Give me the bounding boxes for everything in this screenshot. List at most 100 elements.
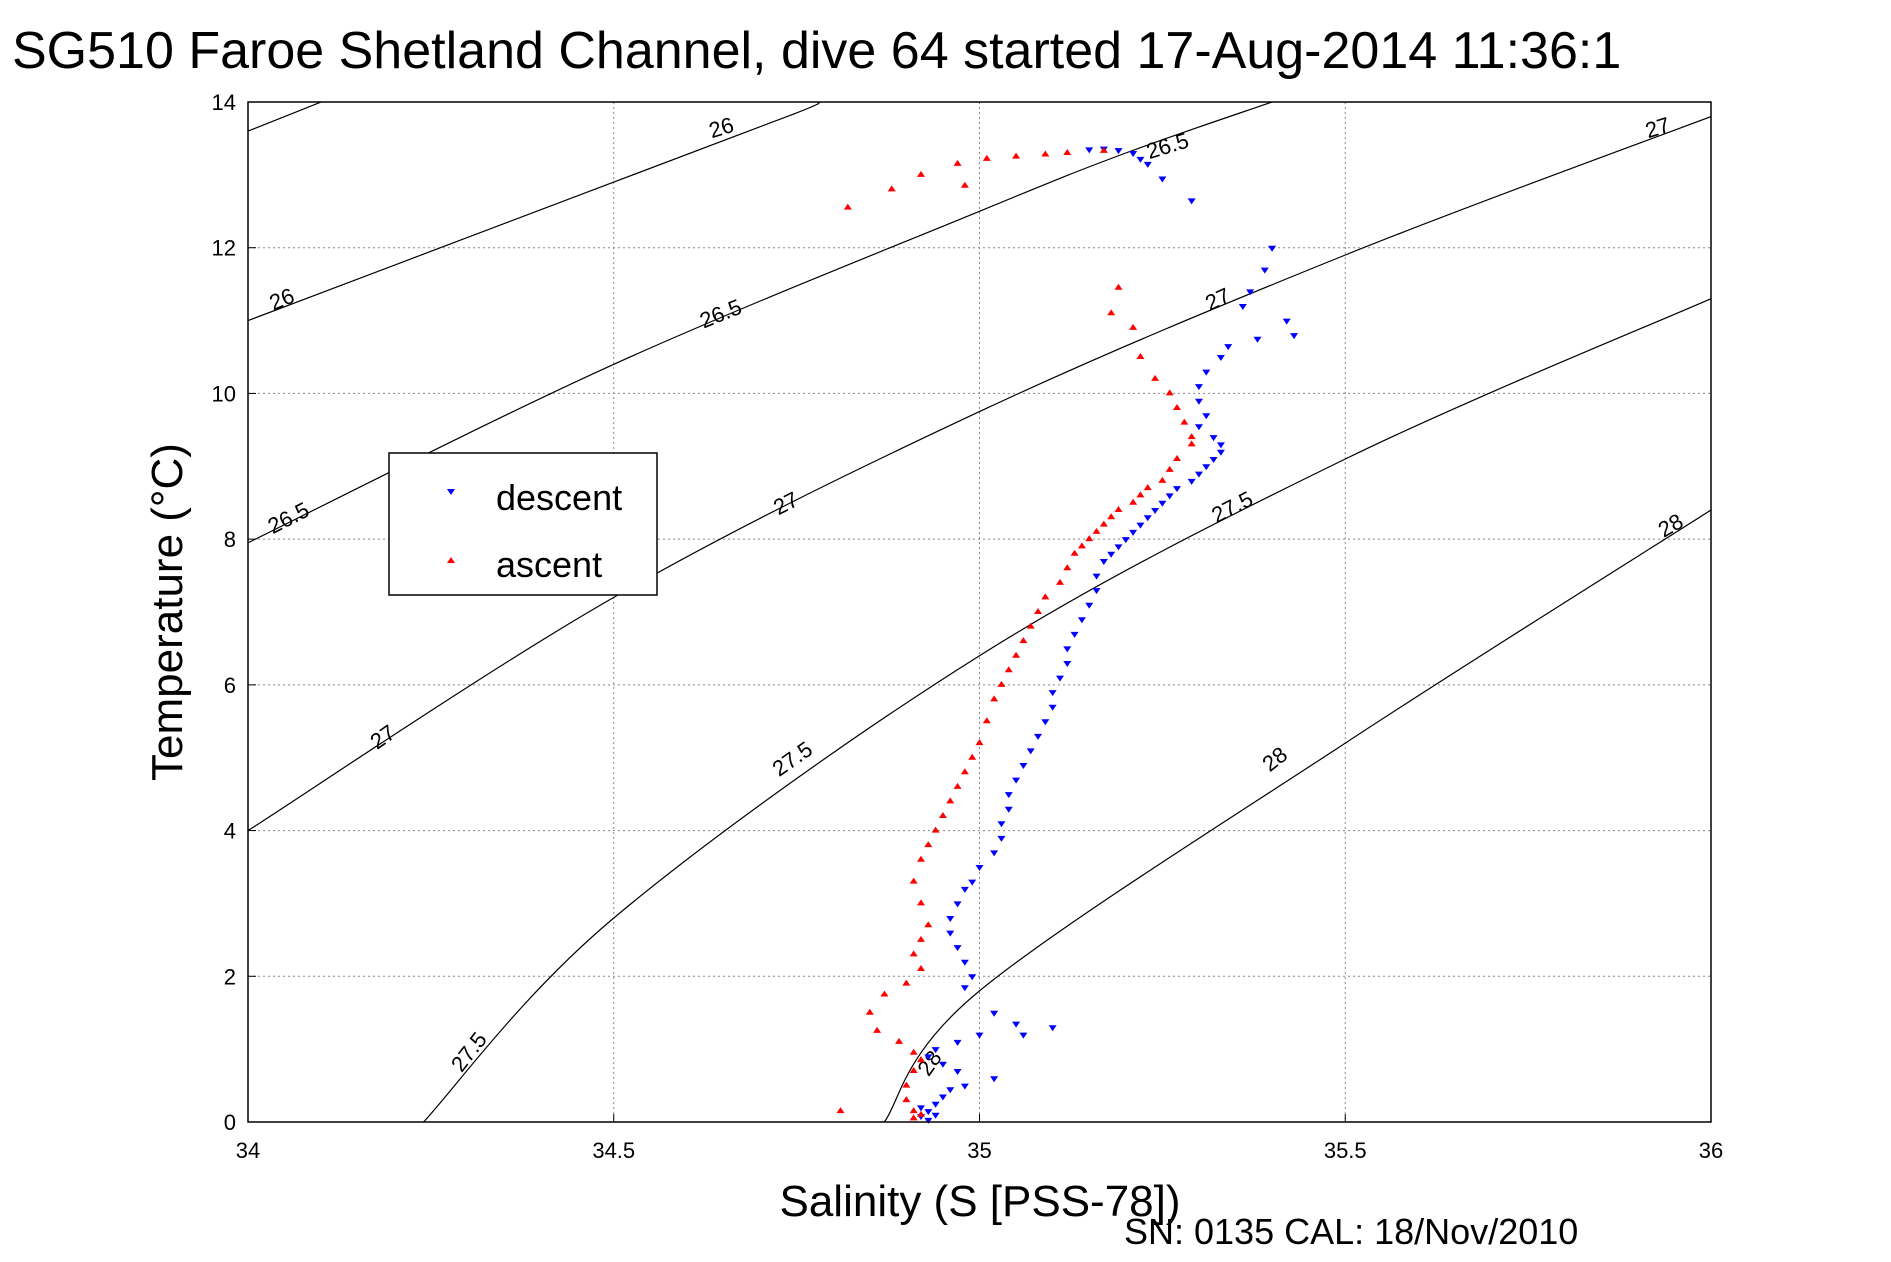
descent-point	[931, 1112, 940, 1119]
descent-point	[938, 1094, 947, 1101]
descent-point	[968, 974, 977, 981]
descent-point	[990, 1076, 999, 1083]
ascent-point	[1012, 651, 1021, 658]
descent-point	[1026, 748, 1035, 755]
descent-point	[938, 1061, 947, 1068]
ascent-point	[975, 739, 984, 746]
ascent-point	[1107, 513, 1116, 520]
ascent-point	[880, 990, 889, 997]
descent-point	[1282, 318, 1291, 325]
ascent-point	[931, 826, 940, 833]
descent-point	[1143, 161, 1152, 168]
isopycnal-27.5	[423, 298, 1711, 1122]
descent-point	[1041, 719, 1050, 726]
descent-point	[1034, 733, 1043, 740]
y-tick-label: 6	[224, 673, 236, 698]
ascent-point	[1165, 389, 1174, 396]
descent-point	[975, 1032, 984, 1039]
descent-point	[1173, 486, 1182, 493]
ascent-point	[836, 1107, 845, 1114]
ascent-point	[1070, 549, 1079, 556]
ascent-point	[1063, 149, 1072, 155]
descent-point	[1063, 646, 1072, 653]
descent-point	[946, 916, 955, 922]
ascent-point	[982, 717, 991, 724]
descent-point	[1107, 551, 1116, 558]
descent-point	[1048, 704, 1057, 711]
ascent-point	[1136, 491, 1145, 498]
descent-point	[1077, 617, 1086, 624]
x-tick-label: 35.5	[1324, 1138, 1367, 1163]
ascent-point	[953, 782, 962, 789]
ascent-point	[1136, 353, 1145, 359]
ascent-point	[982, 154, 991, 161]
descent-point	[1019, 763, 1028, 769]
ascent-point	[1180, 418, 1189, 425]
legend-box	[388, 452, 658, 596]
ascent-point	[1077, 542, 1086, 549]
y-axis-title: Temperature (°C)	[143, 443, 192, 781]
ascent-point	[916, 935, 925, 942]
ascent-point	[1099, 520, 1108, 527]
ascent-point	[1034, 608, 1043, 614]
descent-point	[960, 886, 969, 893]
descent-point	[1004, 806, 1013, 813]
descent-point	[953, 1039, 962, 1046]
y-tick-label: 0	[224, 1110, 236, 1135]
descent-point	[1092, 573, 1101, 580]
descent-point	[1063, 661, 1072, 667]
descent-point	[1216, 355, 1225, 361]
descent-point	[1012, 1021, 1021, 1028]
ascent-point	[924, 841, 933, 848]
descent-point	[1209, 457, 1218, 463]
descent-point	[1194, 398, 1203, 405]
ascent-point	[916, 1056, 925, 1063]
ascent-point	[1004, 666, 1013, 673]
legend-descent-marker	[447, 489, 455, 495]
isopycnal-28	[883, 509, 1711, 1122]
ascent-point	[909, 950, 918, 957]
ascent-point	[887, 185, 896, 192]
ascent-point	[1085, 535, 1094, 542]
chart-title: SG510 Faroe Shetland Channel, dive 64 st…	[12, 22, 1621, 80]
y-tick-labels: 0 2 4 6 8 10 12 14	[212, 90, 236, 1135]
x-tick-label: 36	[1699, 1138, 1723, 1163]
ascent-point	[960, 181, 969, 188]
descent-point	[924, 1117, 933, 1124]
descent-point	[990, 850, 999, 857]
descent-point	[924, 1109, 933, 1116]
ascent-point	[843, 203, 852, 210]
descent-point	[1004, 792, 1013, 799]
ascent-point	[1173, 455, 1182, 461]
descent-point	[1070, 631, 1079, 638]
x-tick-label: 34	[236, 1138, 260, 1163]
ascent-point	[865, 1008, 874, 1015]
ascent-point	[916, 965, 925, 971]
ascent-point	[909, 1048, 918, 1055]
ascent-point	[1055, 578, 1064, 585]
ascent-point	[916, 170, 925, 177]
descent-point	[1216, 449, 1225, 456]
descent-point	[931, 1047, 940, 1054]
descent-point	[1129, 529, 1138, 536]
descent-point	[1099, 559, 1108, 565]
ascent-point	[1114, 283, 1123, 290]
x-tick-label: 35	[967, 1138, 991, 1163]
descent-point	[1136, 522, 1145, 529]
legend-descent-label: descent	[496, 477, 622, 518]
ascent-markers	[836, 146, 1196, 1121]
y-tick-label: 14	[212, 90, 236, 115]
ascent-point	[895, 1037, 904, 1044]
descent-point	[1194, 384, 1203, 391]
descent-point	[990, 1010, 999, 1017]
ascent-point	[909, 1107, 918, 1114]
ascent-point	[1129, 323, 1138, 330]
ascent-point	[990, 695, 999, 702]
descent-point	[1114, 544, 1123, 551]
descent-point	[1048, 690, 1057, 697]
descent-point	[1202, 369, 1211, 376]
descent-point	[1194, 424, 1203, 431]
grid-lines	[247, 101, 1712, 1123]
